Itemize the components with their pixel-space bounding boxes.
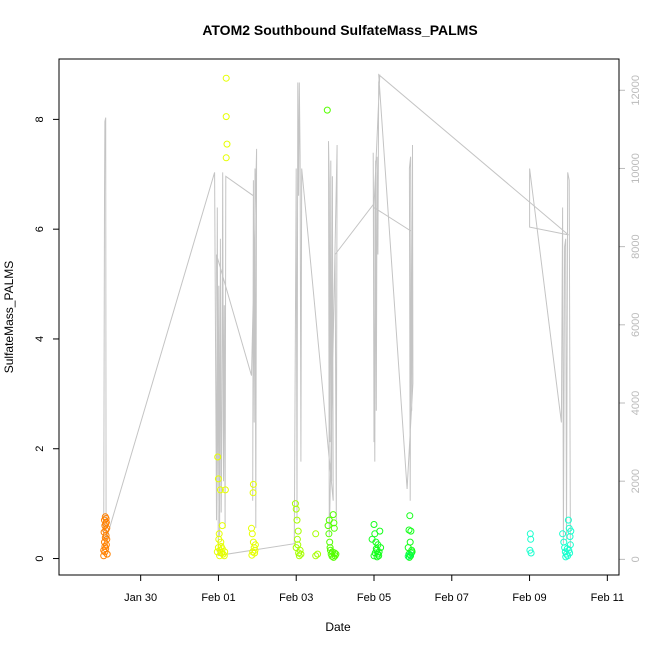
x-tick-label: Feb 01 <box>201 592 235 604</box>
data-point <box>527 535 535 543</box>
y2-tick-label: 12000 <box>630 75 642 106</box>
x-tick-label: Feb 03 <box>279 592 313 604</box>
data-point <box>323 106 331 114</box>
data-point <box>562 553 570 561</box>
data-point <box>216 552 224 560</box>
data-point <box>293 516 301 524</box>
x-tick-label: Feb 11 <box>591 592 624 604</box>
data-point <box>404 552 412 560</box>
data-point <box>101 516 108 524</box>
y-tick-label: 8 <box>34 116 46 122</box>
data-point <box>249 480 257 488</box>
chart-title: ATOM2 Southbound SulfateMass_PALMS <box>202 22 477 38</box>
data-point <box>213 548 221 556</box>
y2-tick-label: 6000 <box>630 313 642 337</box>
data-point <box>406 551 414 559</box>
data-point <box>324 522 332 530</box>
data-point <box>292 505 300 513</box>
y-tick-label: 6 <box>34 226 46 232</box>
data-point <box>248 530 256 538</box>
data-point <box>563 550 570 558</box>
data-point <box>330 553 338 561</box>
x-axis-label: Date <box>325 620 351 634</box>
data-point <box>312 530 320 538</box>
data-point <box>251 549 259 557</box>
data-point <box>567 527 575 535</box>
y2-tick-label: 10000 <box>630 153 642 184</box>
y2-tick-label: 0 <box>630 556 642 562</box>
data-point <box>330 519 338 527</box>
data-point <box>221 548 229 556</box>
data-point <box>314 550 322 558</box>
x-tick-label: Feb 05 <box>357 592 391 604</box>
y-axis-label: SulfateMass_PALMS <box>2 261 16 374</box>
altitude-line-layer <box>103 73 571 557</box>
data-point <box>370 552 378 560</box>
data-point <box>370 521 378 528</box>
data-point <box>406 512 414 520</box>
data-point <box>215 535 223 543</box>
y-tick-label: 0 <box>34 555 46 561</box>
data-point <box>214 453 222 461</box>
data-point <box>223 140 231 148</box>
y-tick-label: 2 <box>34 446 46 452</box>
x-tick-label: Feb 07 <box>435 592 469 604</box>
data-point <box>101 548 109 556</box>
data-point <box>249 489 257 497</box>
data-point <box>330 524 338 532</box>
points-layer <box>100 74 575 561</box>
data-point <box>101 513 109 521</box>
data-point <box>103 550 111 558</box>
y-tick-label: 4 <box>34 336 46 342</box>
data-point <box>251 546 259 554</box>
data-point <box>219 550 227 558</box>
data-point <box>374 541 382 549</box>
data-point <box>222 154 230 162</box>
data-point <box>527 549 535 557</box>
y2-tick-label: 8000 <box>630 234 642 258</box>
y2-tick-label: 4000 <box>630 391 642 415</box>
data-point <box>376 527 384 535</box>
data-point <box>297 550 305 558</box>
data-point <box>294 527 302 535</box>
data-point <box>559 530 567 538</box>
data-point <box>325 530 333 538</box>
data-point <box>100 546 108 554</box>
y2-tick-label: 2000 <box>630 469 642 493</box>
data-point <box>372 545 380 553</box>
data-point <box>294 541 302 549</box>
data-point <box>564 516 572 524</box>
x-tick-label: Jan 30 <box>124 592 157 604</box>
data-point <box>218 522 226 530</box>
data-point <box>407 527 415 535</box>
data-point <box>216 486 224 494</box>
data-point <box>220 552 228 560</box>
data-point <box>222 74 230 82</box>
data-point <box>103 535 111 543</box>
data-point <box>312 552 320 560</box>
plot-frame <box>58 58 620 576</box>
data-point <box>329 511 337 519</box>
data-point <box>214 475 222 483</box>
data-point <box>221 486 229 494</box>
data-point <box>222 113 230 121</box>
x-tick-label: Feb 09 <box>512 592 546 604</box>
altitude-line <box>103 73 571 557</box>
data-point <box>565 546 573 554</box>
data-point <box>101 543 109 550</box>
